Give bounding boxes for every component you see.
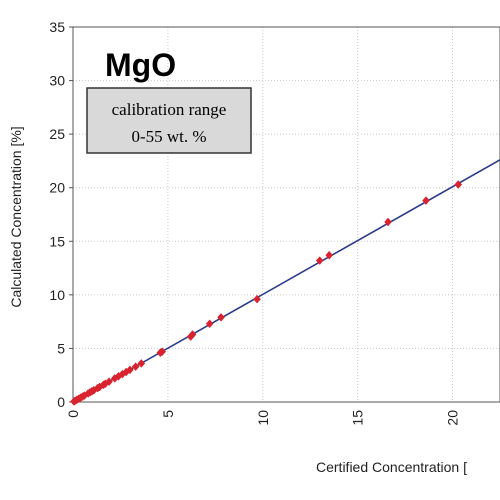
data-point — [126, 365, 134, 375]
x-tick-label: 15 — [350, 410, 366, 426]
annotation-box: calibration range 0-55 wt. % — [86, 87, 252, 154]
data-point — [217, 312, 225, 322]
plot-frame — [72, 26, 500, 403]
annotation-line-2: 0-55 wt. % — [131, 127, 206, 146]
grid — [72, 26, 500, 403]
y-tick-label: 0 — [57, 394, 65, 410]
y-tick-label: 25 — [49, 126, 65, 142]
data-point — [315, 256, 324, 265]
y-tick-label: 15 — [49, 233, 65, 249]
y-tick-label: 5 — [57, 340, 65, 356]
data-point — [422, 196, 430, 205]
x-tick-label: 0 — [65, 410, 81, 418]
y-axis-label: Calculated Concentration [%] — [8, 126, 24, 307]
y-tick-label: 30 — [49, 73, 65, 89]
data-point — [205, 319, 214, 329]
x-axis-label: Certified Concentration [ — [316, 459, 467, 475]
y-tick-label: 10 — [49, 287, 65, 303]
x-tick-label: 5 — [160, 410, 176, 418]
axis-ticks: 0 5 10 15 20 0 5 10 15 20 25 30 35 — [49, 19, 460, 426]
data-point — [105, 377, 113, 387]
y-tick-label: 20 — [49, 180, 65, 196]
chart-title: MgO — [105, 47, 176, 83]
x-tick-label: 10 — [255, 410, 271, 426]
data-point — [188, 330, 197, 339]
annotation-line-1: calibration range — [112, 100, 227, 119]
data-point — [158, 347, 167, 357]
data-point — [384, 217, 392, 227]
data-point — [131, 362, 140, 372]
data-point — [454, 180, 463, 189]
data-point — [137, 359, 146, 368]
data-points — [70, 180, 463, 406]
data-point — [253, 294, 261, 304]
y-tick-label: 35 — [49, 19, 65, 35]
x-tick-label: 20 — [445, 410, 461, 426]
data-point — [325, 250, 334, 260]
